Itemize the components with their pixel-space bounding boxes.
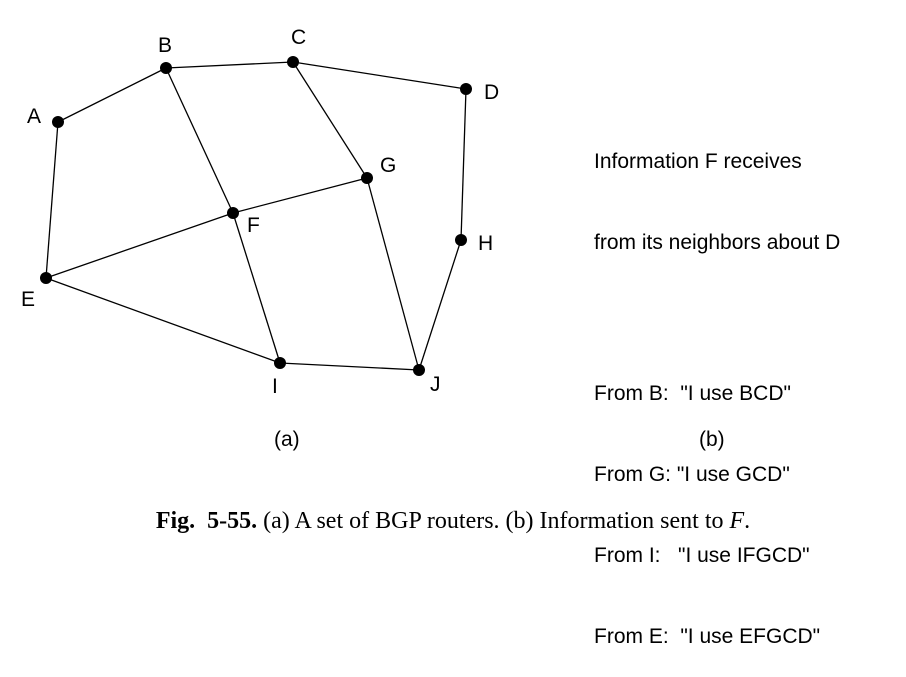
edge-f-g bbox=[232, 177, 368, 214]
edge-g-j bbox=[366, 177, 420, 371]
router-label-e: E bbox=[21, 288, 35, 311]
graph-node-labels: A B C D E F G H I J bbox=[21, 26, 499, 398]
edge-c-d bbox=[292, 61, 467, 90]
router-node-j bbox=[413, 364, 425, 376]
info-heading-line-1: Information F receives bbox=[594, 150, 802, 173]
bgp-router-graph: A B C D E F G H I J bbox=[21, 26, 499, 398]
edge-b-c bbox=[165, 61, 294, 69]
neighbor-info-panel: Information F receives from its neighbor… bbox=[594, 94, 840, 677]
graph-edges bbox=[45, 61, 467, 371]
router-label-b: B bbox=[158, 34, 172, 57]
edge-b-f bbox=[165, 67, 234, 214]
caption-period: . bbox=[744, 508, 751, 534]
edge-i-j bbox=[279, 362, 420, 371]
router-label-g: G bbox=[380, 154, 396, 177]
info-line-from-b: From B: "I use BCD" bbox=[594, 382, 791, 405]
router-node-b bbox=[160, 62, 172, 74]
router-label-a: A bbox=[27, 105, 41, 128]
router-node-e bbox=[40, 272, 52, 284]
router-label-i: I bbox=[272, 375, 278, 398]
edge-e-i bbox=[45, 277, 281, 364]
edge-c-g bbox=[292, 61, 368, 179]
router-node-h bbox=[455, 234, 467, 246]
edge-f-i bbox=[232, 212, 281, 364]
router-node-a bbox=[52, 116, 64, 128]
part-label-b: (b) bbox=[699, 428, 725, 451]
router-label-f: F bbox=[247, 214, 260, 237]
edge-a-b bbox=[57, 67, 167, 123]
graph-nodes bbox=[40, 56, 472, 376]
info-spacer bbox=[594, 310, 840, 326]
info-line-from-e: From E: "I use EFGCD" bbox=[594, 625, 821, 648]
router-node-d bbox=[460, 83, 472, 95]
caption-italic-f: F bbox=[729, 508, 745, 534]
edge-a-e bbox=[45, 121, 59, 279]
edge-h-j bbox=[418, 239, 462, 371]
router-node-i bbox=[274, 357, 286, 369]
caption-text: (a) A set of BGP routers. (b) Informatio… bbox=[257, 508, 730, 534]
figure-number: Fig. 5-55. bbox=[155, 508, 258, 534]
info-line-from-g: From G: "I use GCD" bbox=[594, 463, 790, 486]
info-heading-line-2: from its neighbors about D bbox=[594, 231, 841, 254]
router-label-c: C bbox=[291, 26, 306, 49]
router-node-c bbox=[287, 56, 299, 68]
edge-e-f bbox=[45, 212, 234, 279]
router-label-d: D bbox=[484, 81, 499, 104]
router-node-f bbox=[227, 207, 239, 219]
router-label-h: H bbox=[478, 232, 493, 255]
figure-caption: Fig. 5-55. (a) A set of BGP routers. (b)… bbox=[0, 508, 906, 535]
router-node-g bbox=[361, 172, 373, 184]
info-line-from-i: From I: "I use IFGCD" bbox=[594, 544, 810, 567]
part-label-a: (a) bbox=[274, 428, 300, 451]
edge-d-h bbox=[460, 88, 467, 241]
router-label-j: J bbox=[430, 373, 441, 396]
